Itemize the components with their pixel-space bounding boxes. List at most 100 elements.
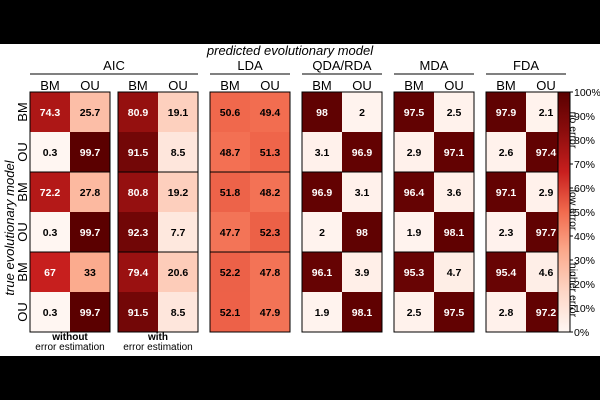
cell-value-label: 92.3: [128, 227, 149, 239]
heatmap-cell: [70, 212, 110, 252]
cell-value-label: 4.6: [539, 267, 554, 279]
cell-value-label: 67: [44, 267, 56, 279]
matrix-border: [117, 251, 199, 333]
heatmap-cell: [394, 132, 434, 172]
cell-value-label: 1.9: [315, 307, 330, 319]
cell-value-label: 33: [84, 267, 96, 279]
heatmap-cell: [158, 172, 198, 212]
predicted-class-label: OU: [168, 78, 188, 93]
cell-value-label: 47.8: [260, 267, 281, 279]
heatmap-cell: [302, 92, 342, 132]
heatmap-cell: [250, 132, 290, 172]
cell-value-label: 2: [359, 107, 365, 119]
colorbar-tick-label: 100%: [574, 87, 600, 99]
heatmap-cell: [250, 92, 290, 132]
true-class-label: OU: [15, 302, 30, 322]
cell-value-label: 97.4: [536, 147, 557, 159]
cell-value-label: 52.1: [220, 307, 241, 319]
heatmap-cell: [486, 292, 526, 332]
cell-value-label: 99.7: [80, 227, 101, 239]
predicted-class-label: OU: [352, 78, 372, 93]
cell-value-label: 2.3: [499, 227, 514, 239]
predicted-class-label: OU: [444, 78, 464, 93]
method-label: MDA: [420, 58, 449, 73]
cell-value-label: 98.1: [352, 307, 373, 319]
cell-value-label: 19.2: [168, 187, 189, 199]
heatmap-cell: [434, 212, 474, 252]
heatmap-cell: [394, 252, 434, 292]
chart-title: predicted evolutionary model: [206, 43, 374, 58]
matrix-border: [393, 251, 475, 333]
cell-value-label: 3.9: [355, 267, 370, 279]
cell-value-label: 20.6: [168, 267, 189, 279]
cell-value-label: 2: [319, 227, 325, 239]
cell-value-label: 97.2: [536, 307, 557, 319]
predicted-class-label: BM: [496, 78, 516, 93]
heatmap-cell: [70, 292, 110, 332]
heatmap-cell: [158, 252, 198, 292]
heatmap-cell: [250, 172, 290, 212]
column-caption: error estimation: [123, 342, 192, 353]
cell-value-label: 2.1: [539, 107, 554, 119]
predicted-class-label: BM: [128, 78, 148, 93]
true-class-label: OU: [15, 222, 30, 242]
heatmap-cell: [118, 252, 158, 292]
heatmap-cell: [342, 132, 382, 172]
colorbar-scale: [557, 91, 571, 333]
heatmap-cell: [394, 292, 434, 332]
cell-value-label: 98: [356, 227, 368, 239]
heatmap-cell: [30, 172, 70, 212]
heatmap-cell: [30, 252, 70, 292]
matrix-border: [301, 251, 383, 333]
colorbar-tick-label: 80%: [574, 135, 595, 147]
cell-value-label: 4.7: [447, 267, 462, 279]
heatmap-cell: [70, 252, 110, 292]
colorbar-tick-label: 60%: [574, 183, 595, 195]
cell-value-label: 8.5: [171, 307, 186, 319]
cell-value-label: 79.4: [128, 267, 149, 279]
heatmap-cell: [30, 292, 70, 332]
heatmap-cell: [434, 292, 474, 332]
cell-value-label: 49.4: [260, 107, 281, 119]
true-class-label: BM: [15, 102, 30, 122]
colorbar-tick-label: 0%: [574, 327, 589, 339]
heatmap-cell: [250, 212, 290, 252]
heatmap-cell: [342, 172, 382, 212]
matrices-group: BM OU 74.3 25.7 0.3 99.7 72.2 27.8 0.3 99.7 67 33 0.…: [15, 58, 579, 353]
cell-value-label: 3.1: [315, 147, 330, 159]
heatmap-cell: [302, 292, 342, 332]
colorbar-tick-label: 50%: [574, 207, 595, 219]
predicted-class-label: BM: [312, 78, 332, 93]
cell-value-label: 95.3: [404, 267, 425, 279]
cell-value-label: 52.3: [260, 227, 281, 239]
cell-value-label: 47.9: [260, 307, 281, 319]
cell-value-label: 47.7: [220, 227, 241, 239]
heatmap-cell: [210, 292, 250, 332]
heatmap-cell: [158, 132, 198, 172]
heatmap-cell: [158, 212, 198, 252]
cell-value-label: 80.8: [128, 187, 149, 199]
cell-value-label: 48.2: [260, 187, 281, 199]
heatmap-cell: [302, 252, 342, 292]
cell-value-label: 74.3: [40, 107, 61, 119]
cell-value-label: 96.1: [312, 267, 333, 279]
heatmap-cell: [342, 92, 382, 132]
method-label: LDA: [237, 58, 263, 73]
cell-value-label: 98.1: [444, 227, 465, 239]
heatmap-cell: [342, 252, 382, 292]
cell-value-label: 2.9: [539, 187, 554, 199]
cell-value-label: 91.5: [128, 147, 149, 159]
cell-value-label: 99.7: [80, 147, 101, 159]
heatmap-cell: [394, 92, 434, 132]
heatmap-cell: [118, 92, 158, 132]
heatmap-cell: [30, 92, 70, 132]
cell-value-label: 52.2: [220, 267, 241, 279]
heatmap-cell: [210, 212, 250, 252]
cell-value-label: 48.7: [220, 147, 241, 159]
heatmap-cell: [70, 172, 110, 212]
cell-value-label: 2.5: [447, 107, 462, 119]
true-class-label: OU: [15, 142, 30, 162]
matrix-border: [209, 251, 291, 333]
cell-value-label: 96.4: [404, 187, 425, 199]
